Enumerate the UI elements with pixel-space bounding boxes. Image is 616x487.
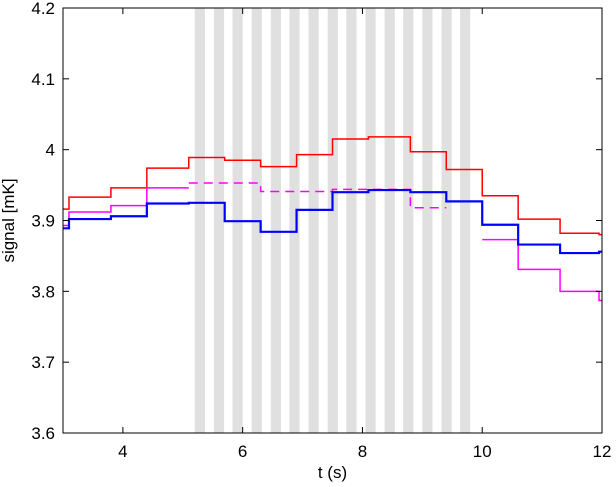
shaded-band-13 [441,8,452,433]
y-tick-label: 4.2 [31,0,55,18]
shaded-band-5 [289,8,300,433]
shaded-band-11 [403,8,414,433]
shaded-band-7 [327,8,338,433]
shaded-band-6 [308,8,319,433]
shaded-band-14 [460,8,471,433]
x-tick-label: 10 [473,442,492,461]
x-tick-label: 8 [358,442,367,461]
y-tick-label: 4 [46,141,55,160]
x-tick-label: 6 [238,442,247,461]
y-tick-label: 3.7 [31,353,55,372]
x-axis-label: t (s) [318,463,347,482]
series-group [63,136,602,302]
shaded-band-10 [384,8,395,433]
shaded-band-12 [422,8,433,433]
axis-ticks: 4 6 8 10 12 3.6 3.7 3.8 3.9 4 4.1 4.2 [31,0,611,461]
series-line-2 [188,182,447,209]
y-tick-label: 4.1 [31,70,55,89]
shaded-band-0 [194,8,205,433]
series-line-3 [482,238,602,302]
shaded-band-4 [270,8,281,433]
y-tick-label: 3.9 [31,212,55,231]
series-line-4 [63,188,602,255]
shaded-band-1 [213,8,225,433]
y-tick-label: 3.6 [31,424,55,443]
series-line-0 [63,136,602,236]
y-tick-label: 3.8 [31,282,55,301]
y-axis-label: signal [mK] [0,178,18,262]
x-tick-label: 12 [593,442,612,461]
x-tick-label: 4 [118,442,127,461]
shaded-band-9 [365,8,376,433]
shaded-band-8 [346,8,357,433]
